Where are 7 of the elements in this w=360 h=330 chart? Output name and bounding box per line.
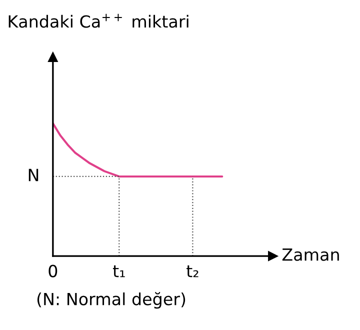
- x-tick-label: t₁: [112, 265, 125, 278]
- x-tick-label: t₂: [186, 265, 198, 278]
- text: Kandaki Ca$^{++}$ miktari: [8, 14, 188, 28]
- ref-line-label: N: [28, 168, 38, 182]
- x-axis-title: Zaman: [282, 248, 339, 261]
- x-tick-label: 0: [48, 264, 58, 278]
- text: (N: Normal değer): [37, 292, 186, 309]
